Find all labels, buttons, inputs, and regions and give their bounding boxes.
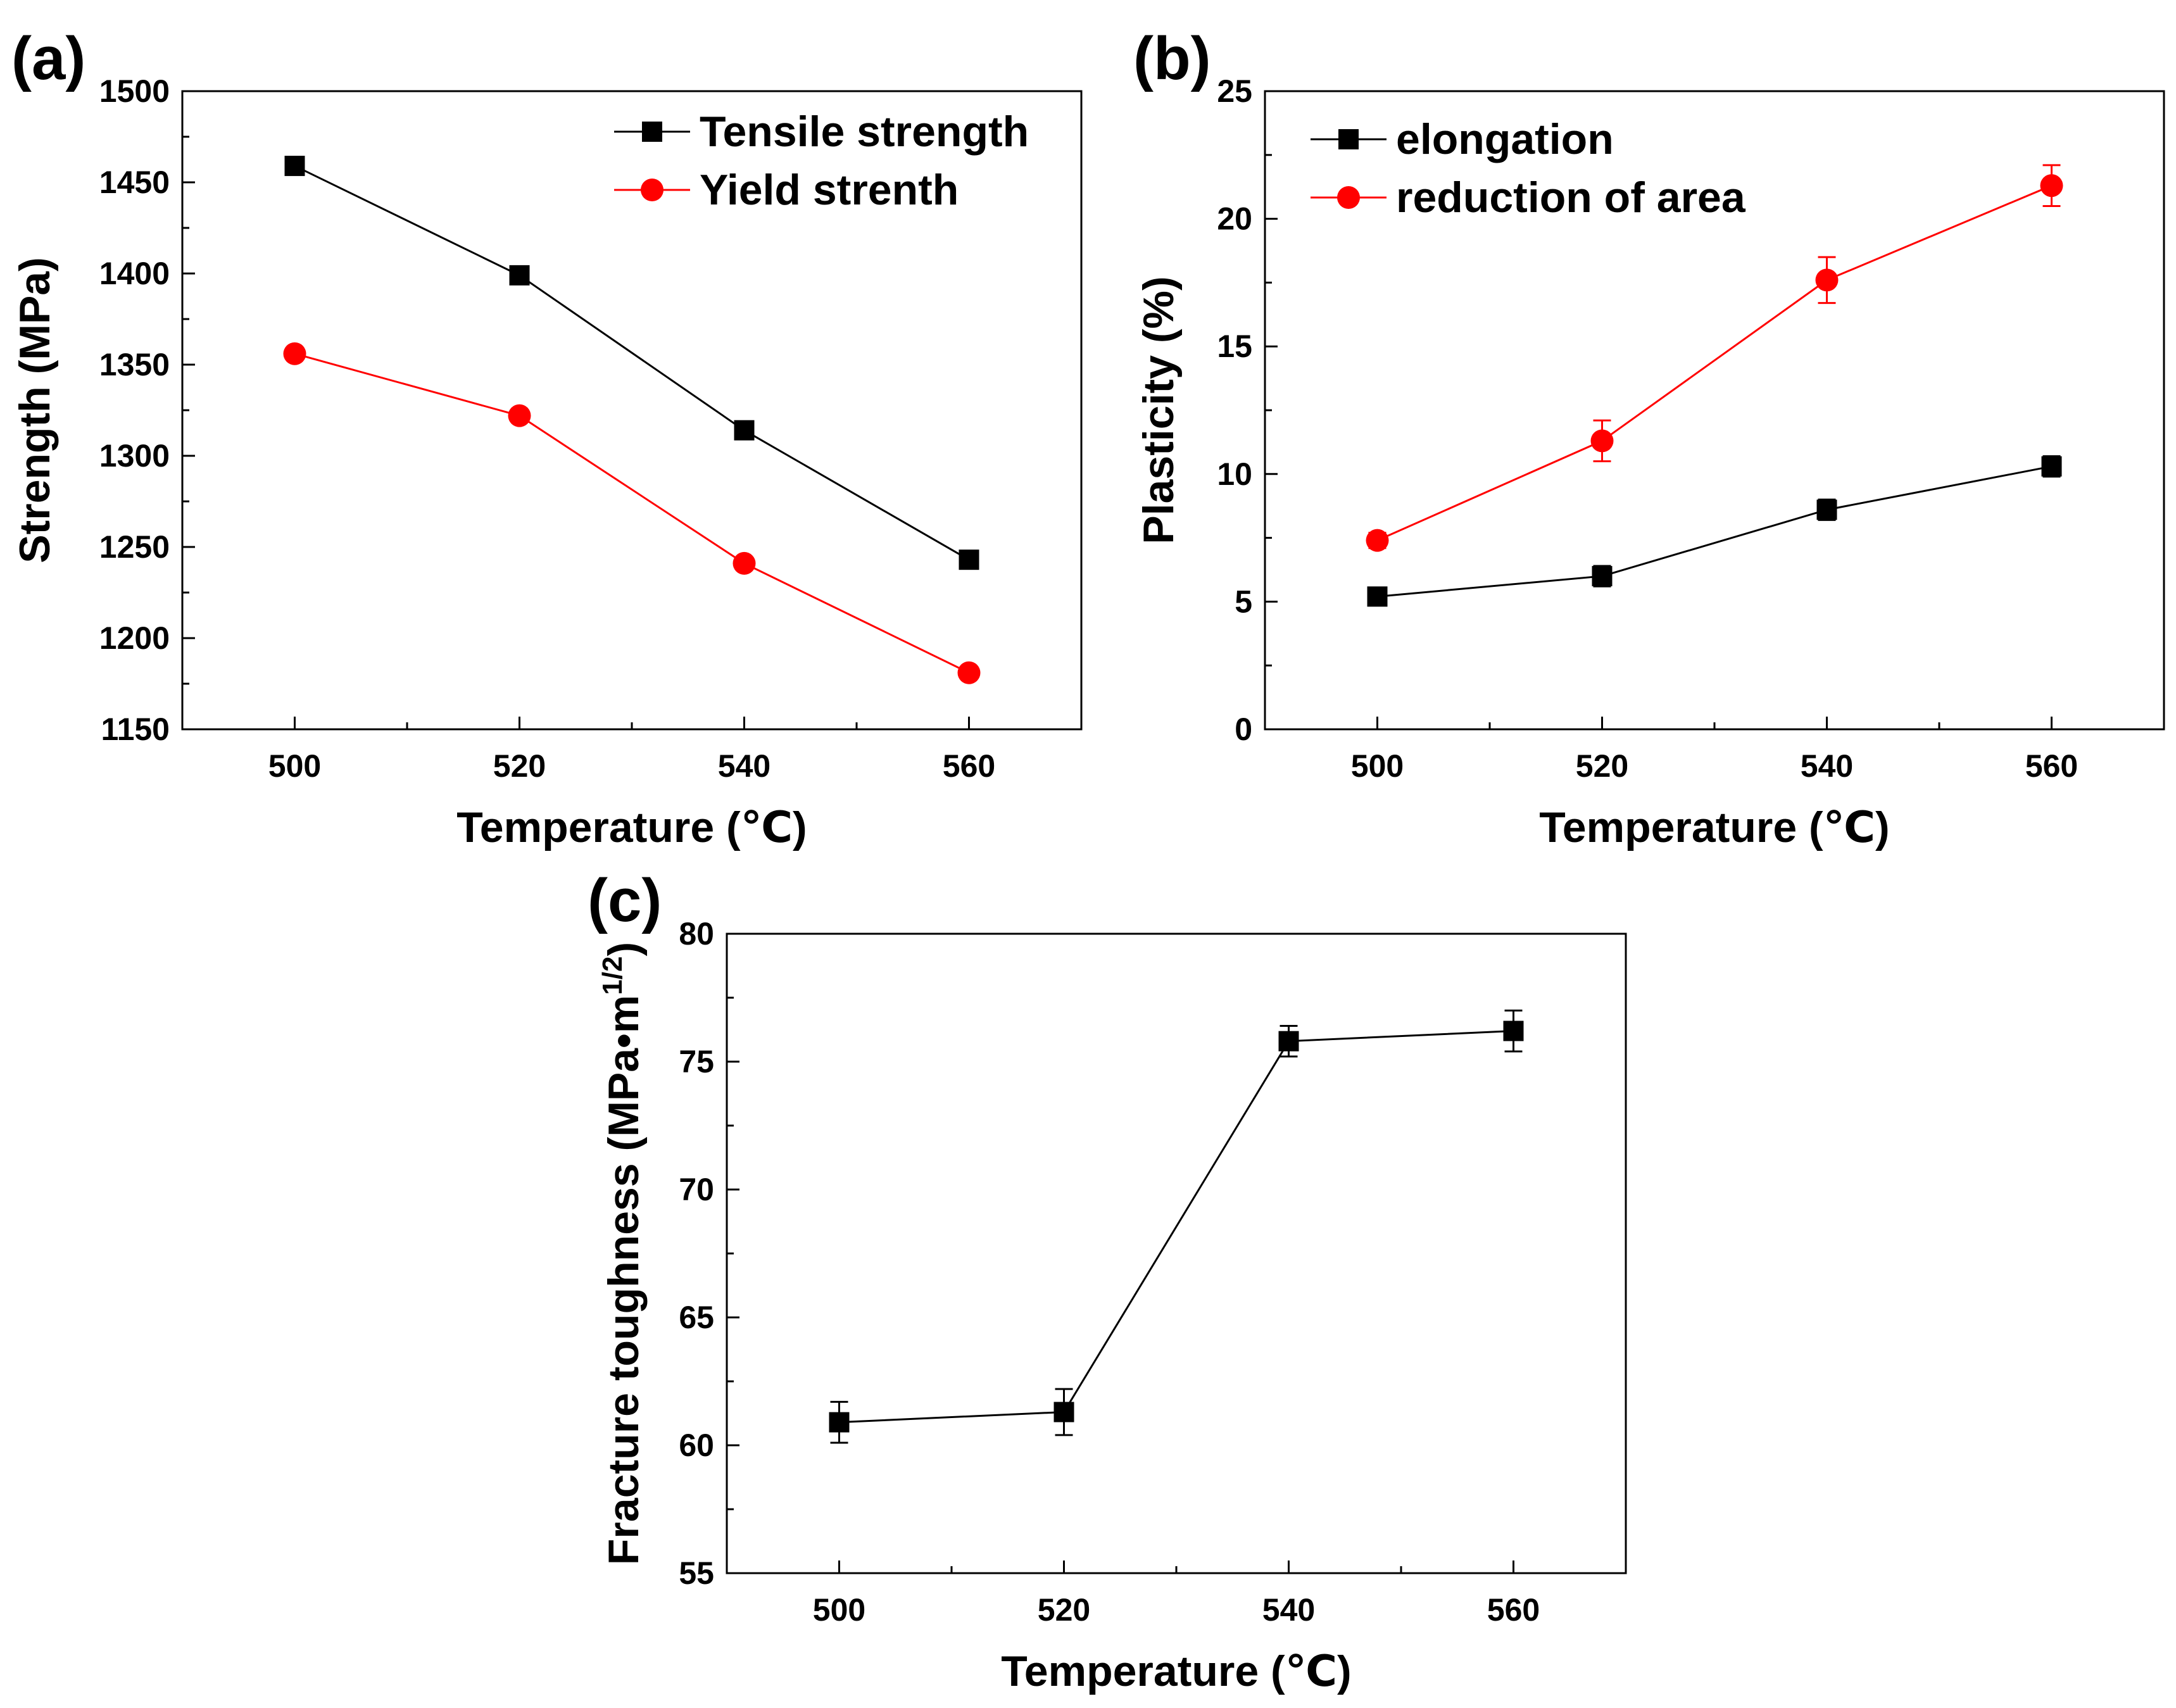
x-tick-label: 520 [1576, 748, 1628, 784]
series-line [1377, 465, 2052, 598]
data-point [1053, 1402, 1074, 1422]
y-tick-label: 1250 [99, 529, 170, 565]
legend-label: Yield strenth [700, 166, 959, 214]
y-tick-label: 10 [1217, 456, 1252, 492]
data-point [1815, 268, 1839, 292]
data-point [509, 265, 530, 286]
legend-label: Tensile strength [700, 108, 1029, 156]
x-tick-label: 540 [1801, 748, 1853, 784]
x-tick-label: 560 [1487, 1592, 1540, 1628]
data-point [1503, 1020, 1524, 1041]
x-tick-label: 520 [493, 748, 546, 784]
series-tensile-strength [284, 156, 979, 570]
legend-label: elongation [1396, 115, 1614, 163]
data-point [1590, 429, 1614, 453]
series-line [294, 165, 970, 561]
y-tick-label: 15 [1217, 329, 1252, 364]
data-point [959, 549, 979, 570]
y-tick-label: 1500 [99, 73, 170, 109]
x-axis-title: Temperature (℃) [1001, 1647, 1351, 1695]
data-point [1816, 499, 1837, 520]
legend-marker [1338, 129, 1359, 149]
y-axis-title-suffix: ) [600, 942, 648, 957]
series-elongation [1367, 455, 2062, 607]
y-axis-title: Strength (MPa) [11, 257, 59, 563]
y-tick-label: 0 [1235, 712, 1252, 747]
y-axis-title-main: Fracture toughness (MPa•m [600, 995, 648, 1565]
panel-label: (c) [588, 867, 662, 934]
y-tick-label: 1350 [99, 347, 170, 382]
data-point [829, 1412, 850, 1433]
legend: elongation reduction of area [1311, 115, 1746, 222]
y-axis-title-sup: 1/2 [597, 957, 628, 995]
series-fracture-toughness [829, 1009, 1524, 1444]
data-point [734, 420, 755, 441]
legend: Tensile strength Yield strenth [614, 108, 1029, 214]
data-point [957, 661, 981, 684]
y-tick-label: 1300 [99, 438, 170, 474]
x-tick-label: 500 [1351, 748, 1404, 784]
y-tick-label: 1400 [99, 256, 170, 291]
series-line [294, 353, 970, 674]
data-point [284, 156, 305, 177]
legend-marker [642, 122, 662, 142]
y-axis-title: Plasticity (%) [1135, 276, 1183, 544]
legend-label: reduction of area [1396, 173, 1746, 222]
x-tick-label: 540 [718, 748, 770, 784]
y-tick-label: 60 [679, 1428, 714, 1463]
x-tick-label: 540 [1262, 1592, 1315, 1628]
series-yield-strenth [283, 342, 981, 684]
data-point [2040, 174, 2063, 198]
legend-marker [641, 179, 663, 201]
data-point [1278, 1031, 1299, 1052]
y-tick-label: 1200 [99, 620, 170, 656]
x-axis-title: Temperature (℃) [1539, 803, 1889, 851]
x-tick-label: 560 [2025, 748, 2078, 784]
legend-marker [1337, 186, 1360, 209]
data-point [733, 551, 756, 575]
x-tick-label: 500 [813, 1592, 865, 1628]
series-line [839, 1030, 1514, 1424]
y-tick-label: 25 [1217, 73, 1252, 109]
data-point [2041, 456, 2062, 477]
y-tick-label: 75 [679, 1044, 714, 1079]
chart-panel-3: (c) 500 520 540 560 55 60 65 70 75 80 Temperature (… [588, 867, 1627, 1695]
y-tick-label: 70 [679, 1172, 714, 1207]
data-point [1366, 529, 1389, 552]
x-tick-label: 520 [1038, 1592, 1090, 1628]
y-tick-label: 20 [1217, 201, 1252, 237]
chart-panel-2: (b) 500 520 540 560 0 5 10 15 20 25 Temperature (℃)… [1133, 25, 2165, 851]
series-reduction-of-area [1366, 164, 2063, 552]
chart-panel-1: (a) 500 520 540 560 1150 1200 1250 1300 1350 1400 1… [11, 25, 1083, 851]
series-line [1376, 184, 2053, 542]
y-tick-label: 65 [679, 1300, 714, 1335]
y-tick-label: 55 [679, 1555, 714, 1591]
data-point [283, 342, 306, 365]
plot-frame [726, 932, 1627, 1574]
x-axis-title: Temperature (℃) [456, 803, 807, 851]
y-tick-label: 1450 [99, 165, 170, 200]
data-point [1367, 586, 1388, 607]
data-point [508, 404, 531, 427]
x-tick-label: 500 [268, 748, 321, 784]
y-tick-label: 1150 [101, 712, 170, 747]
y-tick-label: 80 [679, 916, 714, 951]
x-tick-label: 560 [943, 748, 995, 784]
data-point [1592, 566, 1613, 587]
panel-label: (b) [1133, 25, 1211, 92]
panel-label: (a) [11, 25, 85, 92]
y-axis-title: Fracture toughness (MPa•m1/2) [597, 942, 648, 1565]
y-tick-label: 5 [1235, 584, 1252, 619]
